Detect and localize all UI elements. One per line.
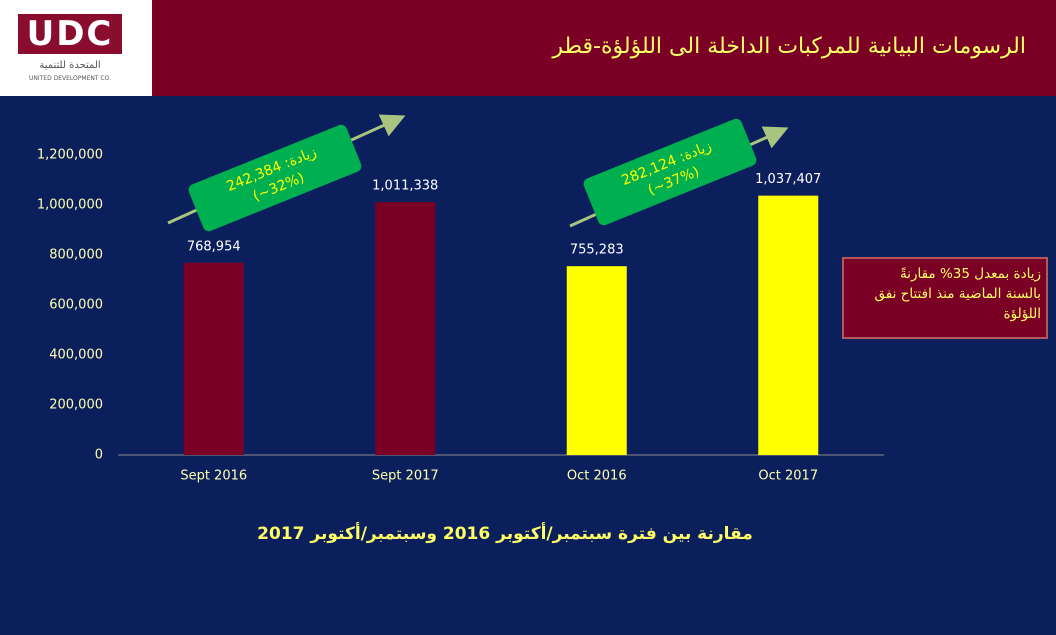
- logo-mark: UDC: [18, 14, 122, 54]
- annotation-box: [583, 118, 757, 226]
- annotation: زيادة: 282,124 (~37%): [583, 118, 757, 226]
- logo-english: UNITED DEVELOPMENT CO.: [28, 75, 111, 82]
- y-tick-label: 1,200,000: [37, 148, 103, 163]
- logo-arabic: المتحدة للتنمية: [39, 60, 101, 71]
- value-label: 1,037,407: [755, 172, 821, 187]
- note-line: زيادة بمعدل 35% مقارنةً: [899, 266, 1041, 282]
- y-tick-label: 800,000: [49, 248, 103, 263]
- y-tick-label: 600,000: [49, 298, 103, 313]
- annotation-box: [188, 124, 362, 232]
- note-box: زيادة بمعدل 35% مقارنةً بالسنة الماضية من…: [842, 257, 1048, 339]
- value-label: 1,011,338: [372, 179, 438, 194]
- note-line: بالسنة الماضية منذ افتتاح نفق: [874, 286, 1041, 302]
- annotation: زيادة: 242,384 (~32%): [188, 124, 362, 232]
- logo: UDC المتحدة للتنمية UNITED DEVELOPMENT C…: [0, 0, 152, 96]
- x-tick-label: Sept 2017: [372, 469, 439, 484]
- y-tick-label: 200,000: [49, 398, 103, 413]
- chart-title: مقارنة بين فترة سبتمبر/أكتوبر 2016 وسبتم…: [257, 524, 753, 544]
- note-line: اللؤلؤة: [1003, 306, 1041, 322]
- y-tick-label: 1,000,000: [37, 198, 103, 213]
- header-band: [0, 0, 1056, 96]
- bar: [375, 202, 436, 455]
- x-tick-label: Oct 2017: [758, 469, 818, 484]
- x-tick-label: Sept 2016: [180, 469, 247, 484]
- bar: [183, 262, 244, 455]
- y-tick-label: 400,000: [49, 348, 103, 363]
- bar: [758, 195, 819, 455]
- bar: [566, 266, 627, 455]
- slide-title: الرسومات البيانية للمركبات الداخلة الى ا…: [552, 34, 1026, 59]
- value-label: 768,954: [187, 239, 241, 254]
- value-label: 755,283: [570, 243, 624, 258]
- x-tick-label: Oct 2016: [567, 469, 627, 484]
- y-tick-label: 0: [95, 448, 103, 463]
